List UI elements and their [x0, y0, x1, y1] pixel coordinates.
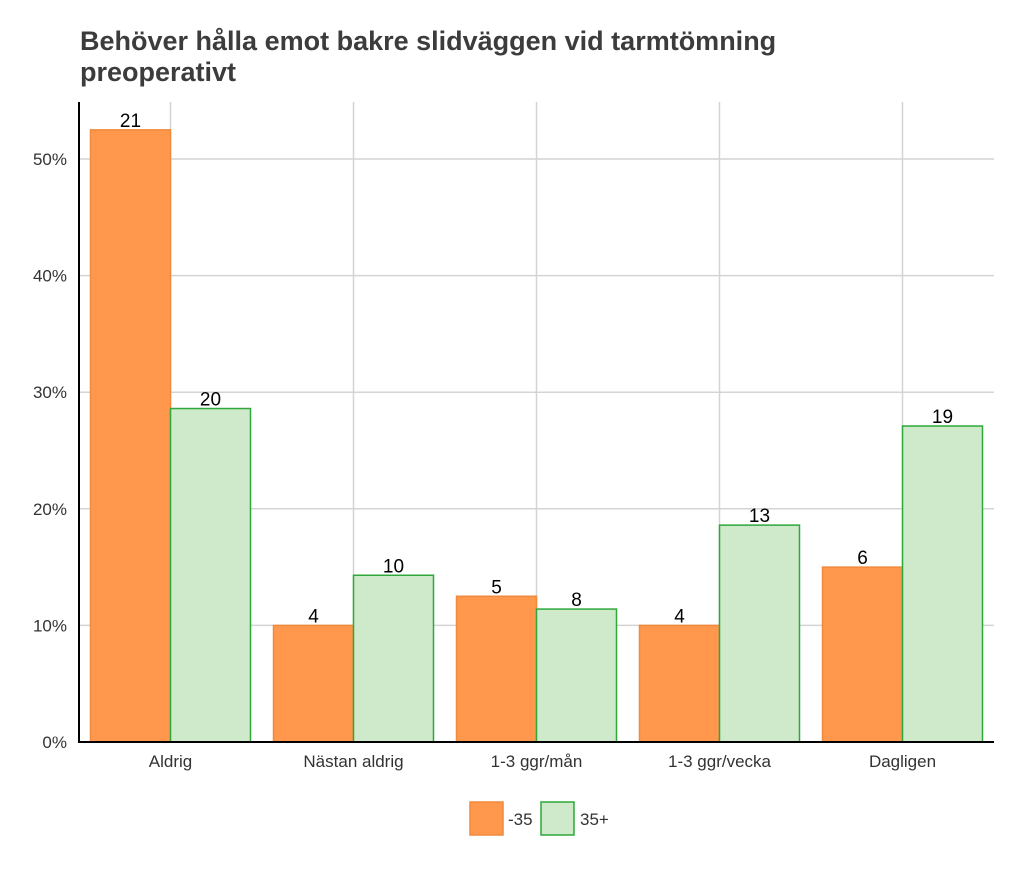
- bar: [169, 407, 252, 743]
- data-label: 20: [200, 390, 221, 411]
- bar: [821, 566, 904, 743]
- bar: [535, 608, 618, 743]
- chart-title: Behöver hålla emot bakre slidväggen vid …: [80, 26, 980, 88]
- y-tick-label: 40%: [33, 267, 67, 286]
- data-label: 5: [491, 577, 502, 598]
- legend-label: -35: [508, 810, 533, 829]
- data-label: 4: [308, 606, 319, 627]
- data-labels: 21 4 5 4 6 20 10 8 13 19: [120, 111, 953, 628]
- legend-swatch: [540, 801, 575, 836]
- x-tick-label: Aldrig: [149, 752, 192, 771]
- legend-label: 35+: [580, 810, 609, 829]
- y-tick-label: 0%: [42, 733, 67, 752]
- y-tick-label: 20%: [33, 500, 67, 519]
- x-tick-label: 1-3 ggr/mån: [491, 752, 583, 771]
- data-label: 8: [571, 590, 582, 611]
- legend: -35 35+: [469, 801, 609, 836]
- bar: [638, 624, 721, 743]
- data-label: 4: [674, 606, 685, 627]
- x-axis-ticks: Aldrig Nästan aldrig 1-3 ggr/mån 1-3 ggr/ve…: [149, 752, 936, 771]
- bar: [89, 129, 172, 743]
- x-tick-label: Nästan aldrig: [303, 752, 403, 771]
- data-label: 19: [932, 407, 953, 428]
- bar: [455, 595, 538, 743]
- bar: [352, 574, 435, 743]
- data-label: 6: [857, 548, 868, 569]
- bar: [272, 624, 355, 743]
- axes: [78, 102, 994, 743]
- chart-title-line-1: Behöver hålla emot bakre slidväggen vid …: [80, 26, 777, 56]
- chart-title-line-2: preoperativt: [80, 57, 237, 87]
- legend-swatch: [469, 801, 504, 836]
- bar: [901, 425, 984, 743]
- x-tick-label: Dagligen: [869, 752, 936, 771]
- data-label: 10: [383, 556, 404, 577]
- bars: [89, 129, 984, 743]
- bar: [718, 524, 801, 743]
- y-axis-ticks: 0% 10% 20% 30% 40% 50%: [33, 150, 67, 752]
- y-tick-label: 10%: [33, 616, 67, 635]
- data-label: 13: [749, 506, 770, 527]
- data-label: 21: [120, 111, 141, 132]
- y-tick-label: 50%: [33, 150, 67, 169]
- y-tick-label: 30%: [33, 383, 67, 402]
- x-tick-label: 1-3 ggr/vecka: [668, 752, 772, 771]
